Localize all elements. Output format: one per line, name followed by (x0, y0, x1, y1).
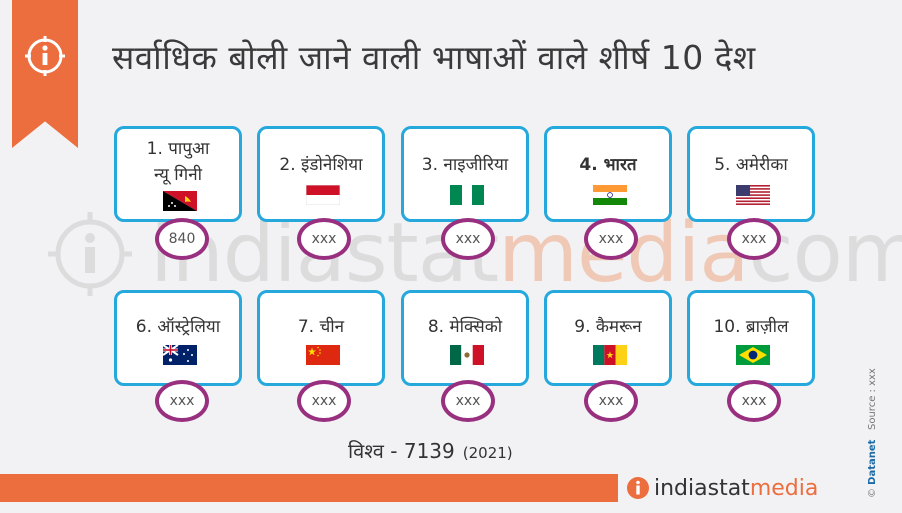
value-badge: xxx (297, 218, 351, 260)
country-name: 6. ऑस्ट्रेलिया (135, 317, 221, 337)
country-card: 10. ब्राज़ील (687, 290, 815, 386)
country-card: 2. इंडोनेशिया (257, 126, 385, 222)
country-name: 3. नाइजीरिया (421, 155, 509, 175)
world-total: विश्व - 7139 (2021) (348, 437, 513, 464)
country-card: 9. कैमरून (544, 290, 672, 386)
country-card: 8. मेक्सिको (401, 290, 529, 386)
value-badge: xxx (727, 380, 781, 422)
value-badge: xxx (155, 380, 209, 422)
indonesia-flag (306, 185, 340, 205)
value-badge: xxx (297, 380, 351, 422)
world-total-label: विश्व - 7139 (348, 439, 455, 463)
country-name: 4. भारत (579, 155, 637, 175)
australia-flag (163, 345, 197, 365)
country-name: 9. कैमरून (574, 317, 642, 337)
info-ribbon (12, 0, 78, 148)
info-icon (25, 36, 65, 76)
country-name: 2. इंडोनेशिया (279, 155, 363, 175)
value-badge: xxx (727, 218, 781, 260)
india-flag (593, 185, 627, 205)
value-badge: xxx (584, 218, 638, 260)
cameroon-flag (593, 345, 627, 365)
country-card: 5. अमेरीका (687, 126, 815, 222)
country-card: 3. नाइजीरिया (401, 126, 529, 222)
country-name: 8. मेक्सिको (427, 317, 503, 337)
page-title: सर्वाधिक बोली जाने वाली भाषाओं वाले शीर्… (112, 38, 756, 77)
country-name: 7. चीन (297, 317, 345, 337)
nigeria-flag (450, 185, 484, 205)
brazil-flag (736, 345, 770, 365)
mexico-flag (450, 345, 484, 365)
country-name: 5. अमेरीका (714, 155, 788, 175)
footer-bar (0, 474, 618, 502)
value-badge: xxx (441, 218, 495, 260)
country-card: 1. पापुआ न्यू गिनी (114, 126, 242, 222)
country-card: 6. ऑस्ट्रेलिया (114, 290, 242, 386)
china-flag (306, 345, 340, 365)
papua-new-guinea-flag (163, 191, 197, 211)
brand-logo: indiastatmedia (627, 476, 818, 501)
source-credit: © Datanet Source : xxx (867, 368, 878, 498)
info-icon (627, 477, 649, 499)
country-card: 7. चीन (257, 290, 385, 386)
country-card: 4. भारत (544, 126, 672, 222)
value-badge: 840 (155, 218, 209, 260)
usa-flag (736, 185, 770, 205)
country-name-line-2: न्यू गिनी (153, 165, 203, 185)
country-name: 1. पापुआ (146, 139, 210, 159)
year-label: (2021) (462, 444, 513, 462)
value-badge: xxx (584, 380, 638, 422)
value-badge: xxx (441, 380, 495, 422)
watermark-info-icon (48, 212, 132, 296)
country-name: 10. ब्राज़ील (713, 317, 789, 337)
